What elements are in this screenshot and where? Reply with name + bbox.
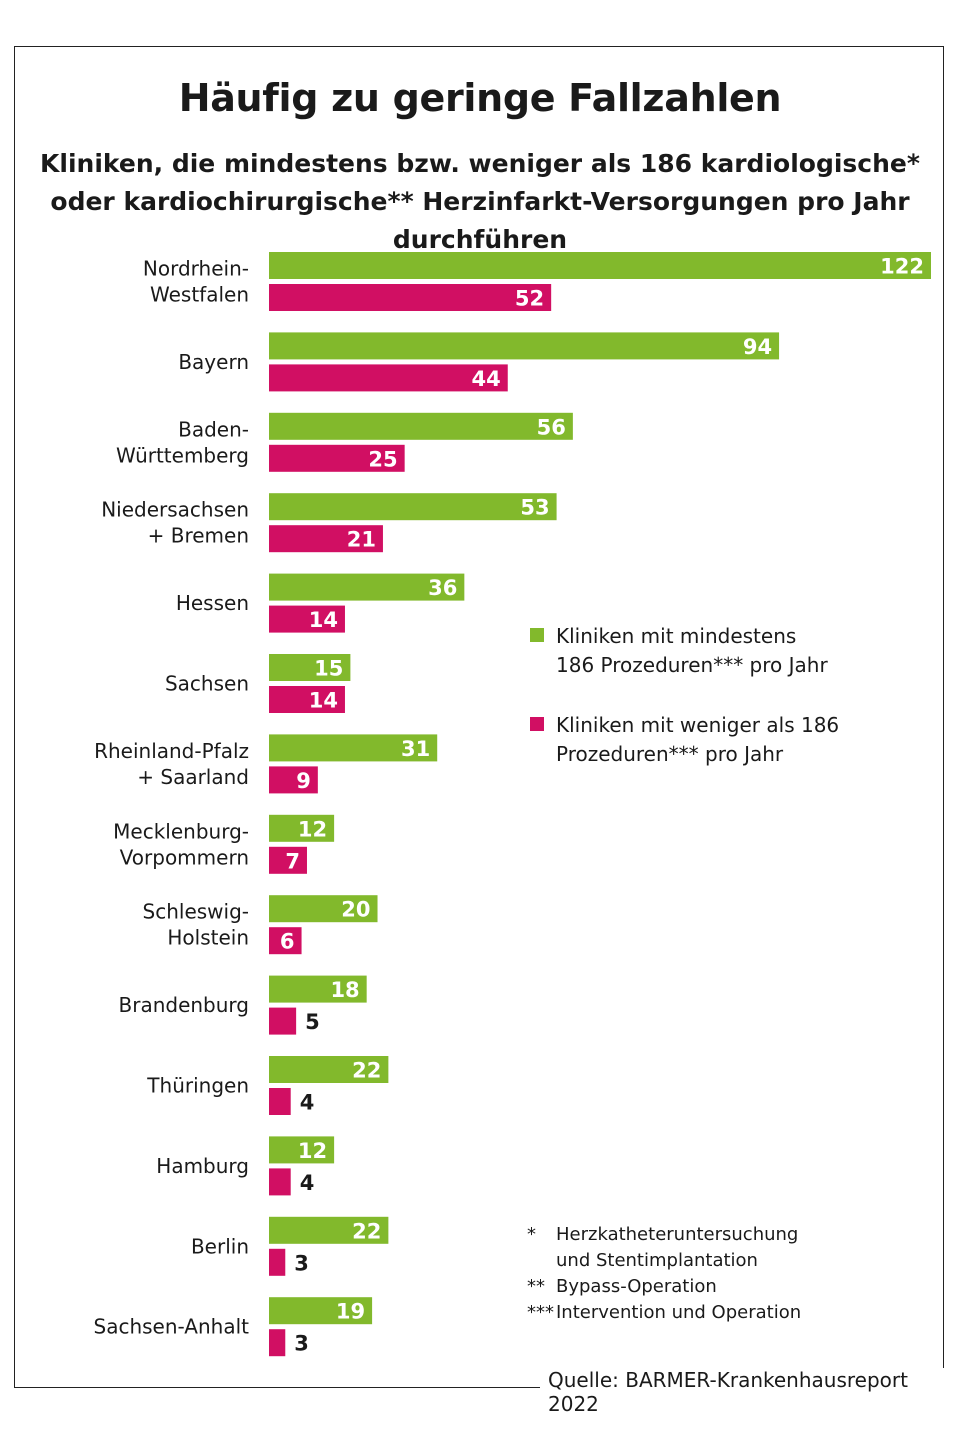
category-label: Westfalen (150, 283, 249, 307)
legend-swatch-green (530, 628, 544, 642)
bar-green (269, 332, 780, 360)
data-label: 21 (347, 528, 376, 552)
category-label: Sachsen (165, 672, 249, 696)
data-label: 18 (330, 978, 359, 1002)
data-label: 31 (401, 737, 430, 761)
data-label: 4 (300, 1091, 315, 1115)
category-label: Sachsen-Anhalt (94, 1315, 250, 1339)
data-label: 44 (472, 367, 501, 391)
bar-magenta (269, 1007, 297, 1035)
bar-green (269, 814, 335, 842)
bar-magenta (269, 605, 345, 633)
category-label: Nordrhein- (143, 257, 249, 281)
bar-green (269, 654, 351, 681)
data-label: 6 (280, 930, 295, 954)
bar-magenta (269, 364, 508, 392)
bar-magenta (269, 846, 307, 874)
data-label: 9 (296, 769, 311, 793)
footnote-marker: ** (527, 1276, 545, 1297)
legend-swatch-magenta (530, 717, 544, 731)
bar-magenta (269, 686, 345, 713)
category-label: + Saarland (137, 765, 249, 789)
bar-green (269, 1056, 389, 1083)
category-label: Schleswig- (143, 900, 249, 924)
chart-subtitle: Kliniken, die mindestens bzw. weniger al… (40, 149, 920, 254)
bar-green (269, 975, 367, 1003)
chart-frame (14, 46, 944, 1388)
footnote: ** Bypass-Operation (527, 1274, 801, 1300)
bar-green (269, 493, 557, 521)
category-label: Württemberg (116, 443, 249, 467)
category-label: Holstein (167, 926, 249, 950)
footnote-text: Herzkatheteruntersuchung und Stentimplan… (556, 1224, 799, 1271)
bar-magenta (269, 927, 302, 955)
bar-green (269, 252, 931, 279)
data-label: 3 (294, 1332, 309, 1356)
data-label: 3 (294, 1251, 309, 1275)
bar-green (269, 895, 378, 923)
footnotes: * Herzkatheteruntersuchung und Stentimpl… (527, 1222, 801, 1326)
data-label: 14 (309, 608, 338, 632)
data-label: 25 (368, 447, 397, 471)
category-label: Hessen (176, 591, 249, 615)
category-label: Vorpommern (120, 845, 249, 869)
category-label: + Bremen (148, 524, 249, 548)
data-label: 52 (515, 287, 544, 311)
bar-green (269, 1216, 389, 1244)
footnote: * Herzkatheteruntersuchung und Stentimpl… (527, 1222, 801, 1274)
footnote-marker: * (527, 1224, 536, 1245)
bar-magenta (269, 1248, 286, 1276)
bar-magenta (269, 1088, 291, 1115)
bar-magenta (269, 444, 405, 472)
category-label: Berlin (191, 1234, 249, 1258)
data-label: 12 (298, 817, 327, 841)
data-label: 122 (880, 255, 924, 279)
data-label: 22 (352, 1219, 381, 1243)
footnote-text: Intervention und Operation (556, 1302, 802, 1323)
footnote-marker: *** (527, 1302, 554, 1323)
data-label: 94 (743, 335, 772, 359)
category-label: Mecklenburg- (113, 819, 249, 843)
footnote-text: Bypass-Operation (556, 1276, 717, 1297)
data-label: 19 (336, 1300, 365, 1324)
data-label: 14 (309, 689, 338, 713)
bar-green (269, 573, 465, 601)
data-label: 22 (352, 1059, 381, 1083)
category-label: Baden- (178, 417, 249, 441)
bar-magenta (269, 1168, 291, 1196)
bar-green (269, 412, 573, 440)
data-label: 5 (305, 1010, 320, 1034)
bar-magenta (269, 525, 383, 553)
bar-green (269, 1297, 373, 1325)
bar-magenta (269, 766, 318, 794)
legend-label-magenta: Kliniken mit weniger als 186 Prozeduren*… (556, 713, 840, 766)
data-label: 15 (314, 657, 343, 681)
data-label: 53 (520, 496, 549, 520)
category-label: Bayern (178, 350, 249, 374)
bar-green (269, 1136, 335, 1164)
category-label: Thüringen (146, 1074, 249, 1098)
data-label: 56 (537, 415, 566, 439)
bar-green (269, 734, 438, 762)
legend-label-green: Kliniken mit mindestens 186 Prozeduren**… (556, 624, 828, 677)
chart-title: Häufig zu geringe Fallzahlen (178, 76, 782, 120)
source-note: Quelle: BARMER-Krankenhausreport 2022 (546, 1368, 960, 1416)
category-label: Rheinland-Pfalz (94, 739, 249, 763)
category-label: Brandenburg (119, 993, 250, 1017)
bar-magenta (269, 284, 552, 311)
footnote: *** Intervention und Operation (527, 1300, 801, 1326)
category-label: Niedersachsen (101, 498, 249, 522)
data-label: 12 (298, 1139, 327, 1163)
data-label: 7 (285, 849, 300, 873)
bar-magenta (269, 1329, 286, 1357)
category-label: Hamburg (156, 1154, 249, 1178)
data-label: 36 (428, 576, 457, 600)
data-label: 4 (300, 1171, 315, 1195)
data-label: 20 (341, 898, 370, 922)
